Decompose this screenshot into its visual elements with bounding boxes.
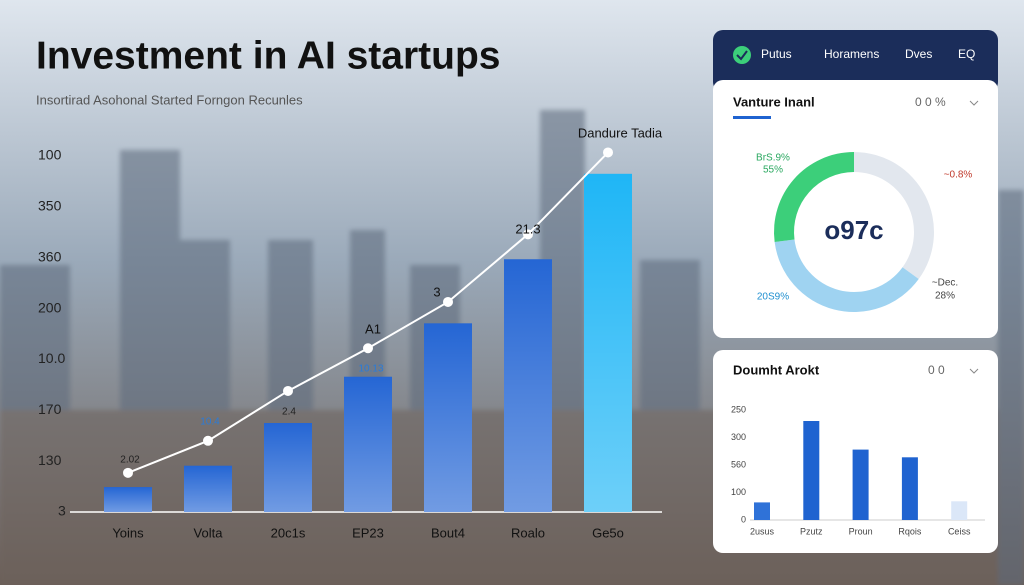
x-tick-label: Yoins	[112, 525, 144, 540]
bar	[803, 421, 820, 520]
y-axis-label: 350	[38, 198, 62, 214]
y-axis-label: 130	[38, 452, 62, 468]
y-axis-label: 0	[741, 514, 746, 524]
donut-chart: o97c BrS.9%55% ~0.8% 20S9% ~Dec. 28%	[756, 152, 973, 313]
annotation: Dandure Tadia	[578, 125, 663, 140]
bar-sheen	[504, 259, 552, 512]
donut-label: BrS.9%	[756, 153, 790, 164]
card-title: Doumht Arokt	[733, 362, 820, 377]
x-tick-label: EP23	[352, 525, 384, 540]
card-title: Vanture Inanl	[733, 94, 815, 109]
x-tick-label: Ceiss	[948, 526, 971, 536]
donut-segment	[774, 239, 919, 313]
nav-item[interactable]: Dves	[905, 47, 932, 61]
bar-sheen	[104, 487, 152, 512]
nav-item[interactable]: Putus	[761, 47, 792, 61]
line-point	[123, 467, 133, 478]
mini-bar-chart: 250 300 560 100 0 2usus Pzutz Proun Rqois Ceiss	[731, 404, 985, 536]
x-tick-label: 2usus	[750, 526, 775, 536]
annotation: 21.3	[515, 221, 540, 236]
bar	[901, 457, 918, 520]
annotation: 10.4	[200, 417, 220, 428]
donut-label: ~0.8%	[944, 170, 973, 181]
donut-label: 20S9%	[757, 292, 789, 303]
x-tick-label: Ge5o	[592, 525, 624, 540]
donut-label: 55%	[763, 165, 783, 176]
subtitle: Insortirad Asohonal Started Forngon Recu…	[36, 92, 303, 107]
y-axis-label: 3	[58, 503, 66, 519]
y-axis-label: 200	[38, 299, 62, 315]
donut-segment	[854, 152, 934, 280]
annotation: 2.4	[282, 407, 296, 418]
donut-label: 28%	[935, 291, 955, 302]
line-point	[203, 435, 213, 446]
tab-underline	[733, 116, 771, 119]
bar-sheen	[584, 173, 632, 513]
y-axis-label: 10.0	[38, 350, 65, 366]
bar-sheen	[424, 323, 472, 512]
nav-item[interactable]: EQ	[958, 47, 975, 61]
x-tick-label: Proun	[849, 526, 873, 536]
y-axis-label: 100	[731, 487, 746, 497]
chevron[interactable]	[969, 100, 979, 106]
card	[713, 80, 998, 338]
bar-sheen	[184, 465, 232, 512]
line-point	[283, 385, 293, 396]
line-point	[523, 229, 533, 240]
bar	[951, 501, 968, 520]
y-axis-label: 250	[731, 404, 746, 414]
y-axis-label: 300	[731, 432, 746, 442]
nav-bar	[713, 30, 998, 92]
donut-segment	[774, 152, 854, 243]
chevron[interactable]	[969, 368, 979, 374]
donut-center-label: o97c	[824, 215, 883, 245]
annotation: 10.13	[358, 364, 383, 375]
main-chart: 100 350 360 200 10.0 170 130 3 Yoins Volta 20c1s EP…	[38, 125, 663, 540]
x-tick-label: Pzutz	[800, 526, 823, 536]
x-tick-label: 20c1s	[271, 525, 306, 540]
y-axis-label: 360	[38, 248, 62, 264]
y-axis-label: 560	[731, 459, 746, 469]
check-mark	[736, 50, 748, 61]
bar	[852, 449, 869, 520]
card-icons[interactable]: 0 0	[928, 363, 945, 377]
donut-label: ~Dec.	[932, 278, 958, 289]
x-tick-label: Volta	[194, 525, 224, 540]
annotation: 2.02	[120, 455, 140, 466]
x-tick-label: Roalo	[511, 525, 545, 540]
bar-sheen	[264, 423, 312, 512]
y-axis-label: 100	[38, 147, 62, 163]
nav-item[interactable]: Horamens	[824, 47, 879, 61]
bar	[754, 502, 770, 520]
check-icon	[733, 46, 751, 64]
bar-sheen	[344, 376, 392, 512]
line-point	[443, 296, 453, 307]
annotation: 3	[433, 284, 440, 299]
card-icons[interactable]: 0 0 %	[915, 95, 946, 109]
line-point	[603, 147, 613, 158]
annotation: A1	[365, 321, 381, 336]
x-tick-label: Rqois	[898, 526, 922, 536]
line-point	[363, 343, 373, 354]
title: Investment in AI startups	[36, 34, 500, 77]
y-axis-label: 170	[38, 401, 62, 417]
x-tick-label: Bout4	[431, 525, 465, 540]
